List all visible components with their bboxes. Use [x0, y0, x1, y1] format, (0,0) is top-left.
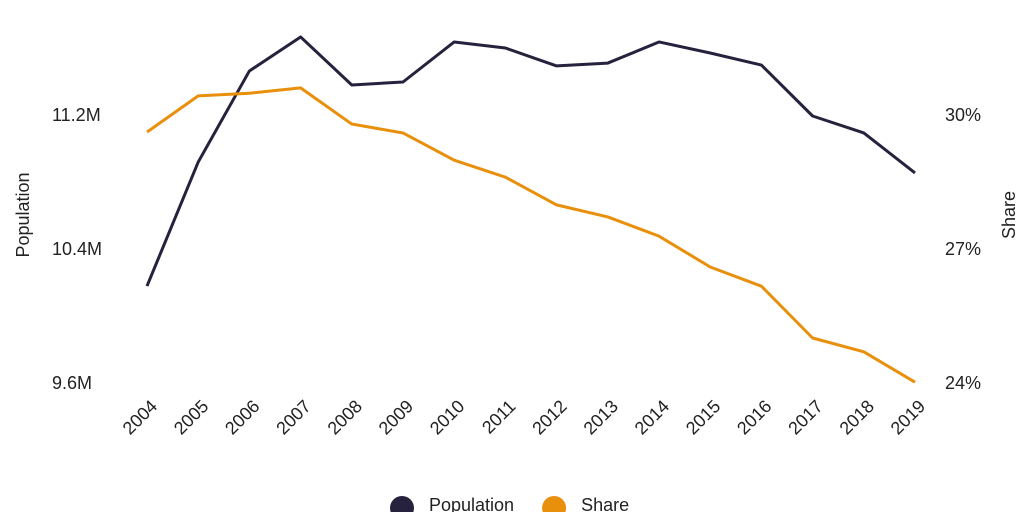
- y-tick-label: 11.2M: [52, 105, 101, 125]
- legend-label: Population: [429, 495, 514, 512]
- y2-tick-label: 24%: [945, 373, 981, 393]
- x-tick-label: 2008: [324, 396, 366, 438]
- line-series: [145, 35, 916, 287]
- legend-swatch: [542, 496, 567, 512]
- x-tick-label: 2015: [682, 396, 724, 438]
- y2-tick-label: 30%: [945, 105, 981, 125]
- x-tick-label: 2014: [631, 396, 673, 438]
- x-tick-label: 2006: [221, 396, 263, 438]
- x-tick-label: 2010: [426, 396, 468, 438]
- legend-label: Share: [581, 495, 629, 512]
- x-tick-label: 2009: [375, 396, 417, 438]
- x-tick-label: 2011: [478, 396, 520, 438]
- y2-tick-label: 27%: [945, 239, 981, 259]
- y-tick-label: 9.6M: [52, 373, 92, 393]
- y2-axis-title: Share: [999, 191, 1019, 239]
- x-tick-label: 2013: [580, 396, 622, 438]
- y-axis-title: Population: [13, 172, 33, 257]
- x-tick-label: 2005: [170, 396, 212, 438]
- legend-swatch: [390, 496, 414, 512]
- x-tick-label: 2016: [733, 396, 775, 438]
- x-tick-label: 2019: [887, 396, 929, 438]
- line-series: [146, 86, 916, 384]
- y-tick-label: 10.4M: [52, 239, 102, 259]
- x-tick-label: 2018: [836, 396, 878, 438]
- x-tick-label: 2017: [784, 396, 826, 438]
- x-tick-label: 2012: [528, 396, 570, 438]
- x-tick-label: 2004: [119, 396, 161, 438]
- x-tick-label: 2007: [272, 396, 314, 438]
